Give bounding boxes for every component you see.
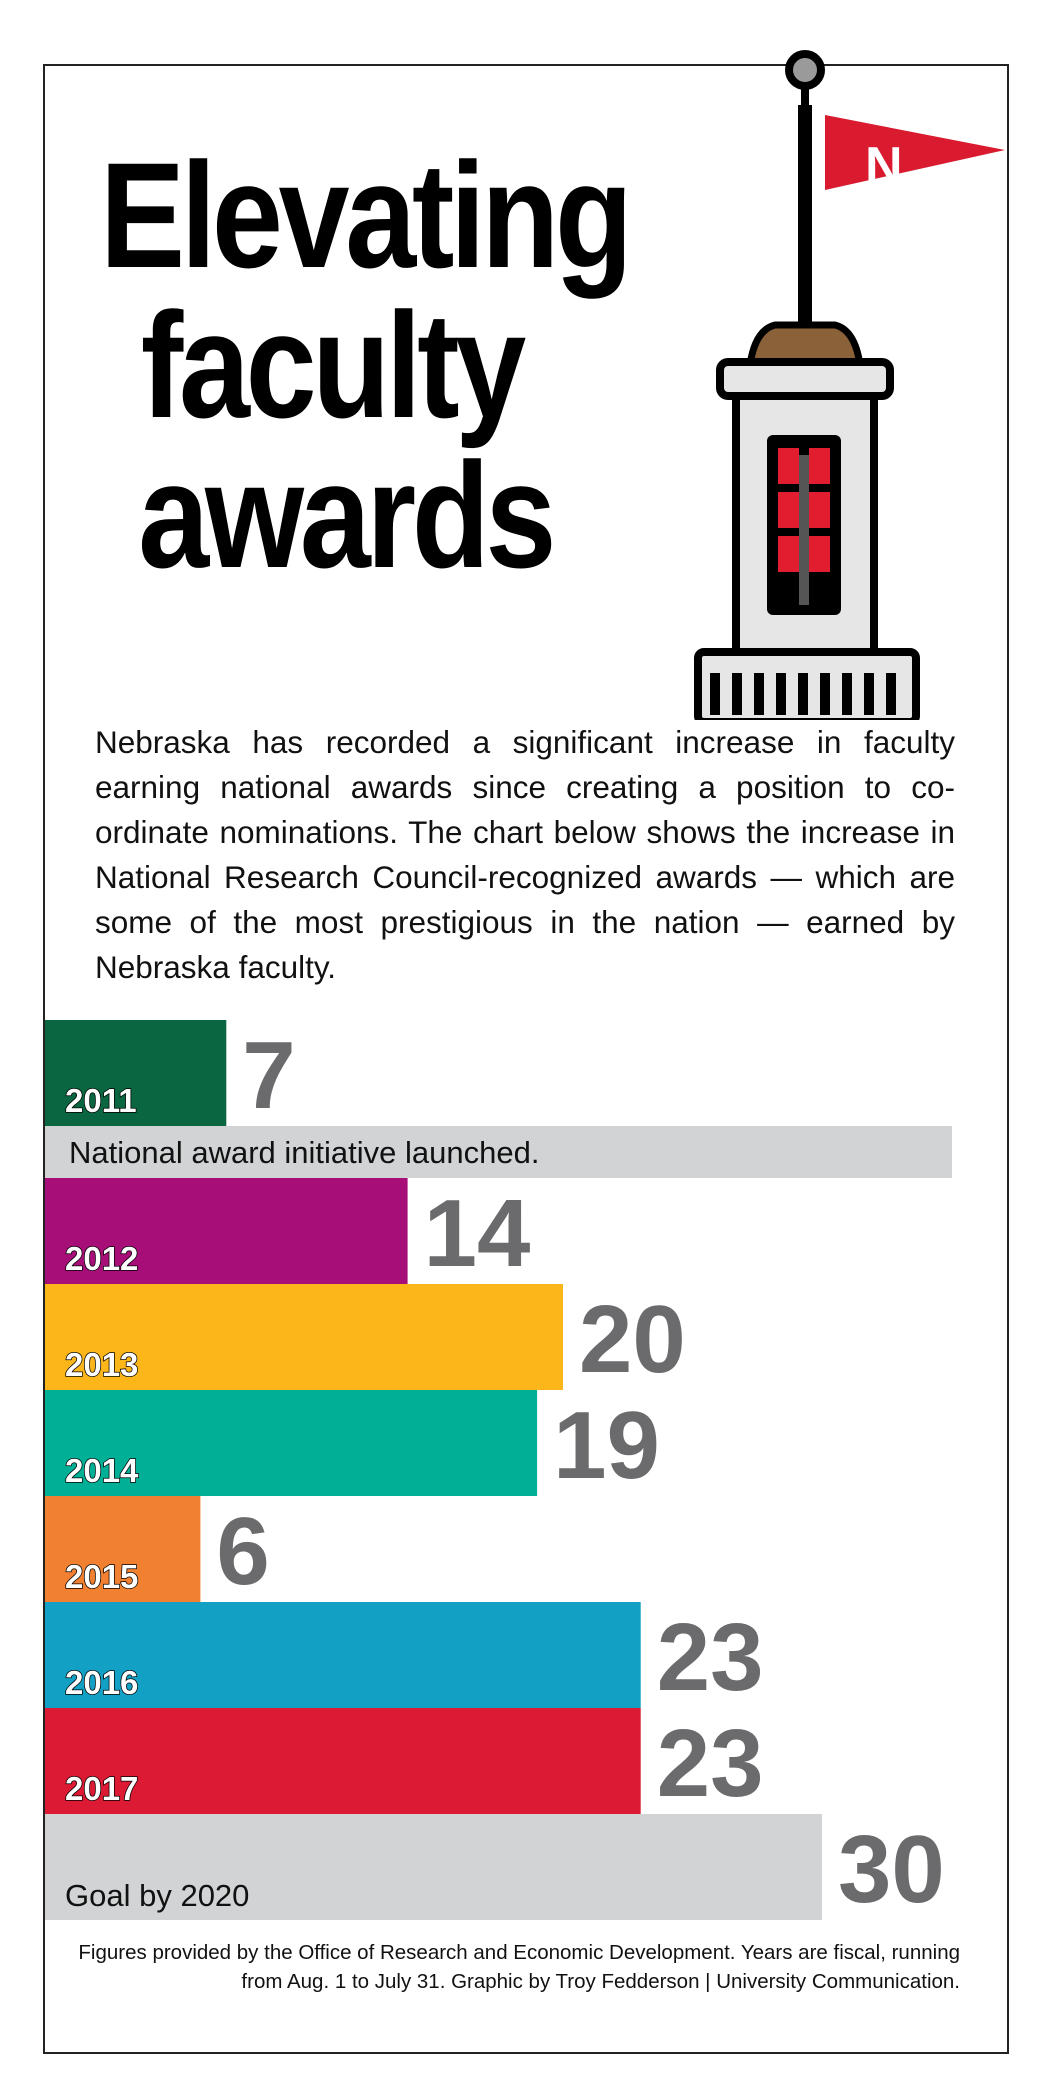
headline-line-2: faculty xyxy=(140,281,526,449)
bell-tower-icon: N xyxy=(694,50,1005,720)
bar-2017 xyxy=(45,1708,641,1814)
value-label-2014: 19 xyxy=(553,1392,660,1499)
bar-2011 xyxy=(45,1020,227,1126)
headline-line-3: awards xyxy=(138,431,556,599)
value-label-2015: 6 xyxy=(216,1498,269,1605)
annotation-text: National award initiative launched. xyxy=(69,1135,539,1170)
category-label-2011: 2011 xyxy=(65,1082,137,1119)
category-label-goal-by-2020: Goal by 2020 xyxy=(65,1878,249,1913)
annotation-band xyxy=(45,1126,952,1178)
flag-letter: N xyxy=(865,137,903,195)
value-label-2013: 20 xyxy=(579,1286,686,1393)
headline-line-1: Elevating xyxy=(100,131,633,299)
bar-2014 xyxy=(45,1390,538,1496)
category-label-2013: 2013 xyxy=(65,1346,138,1383)
category-label-2015: 2015 xyxy=(65,1558,138,1595)
bar-goal-by-2020 xyxy=(45,1814,822,1920)
value-label-goal-by-2020: 30 xyxy=(838,1816,945,1920)
value-label-2012: 14 xyxy=(424,1180,531,1287)
intro-paragraph: Nebraska has recorded a significant incr… xyxy=(95,724,955,985)
value-label-2011: 7 xyxy=(242,1022,295,1129)
footnote: Figures provided by the Office of Resear… xyxy=(78,1941,960,1993)
bar-2012 xyxy=(45,1178,408,1284)
category-label-2014: 2014 xyxy=(65,1452,139,1489)
flag-icon: N xyxy=(825,115,1005,195)
bar-2013 xyxy=(45,1284,563,1390)
bar-2015 xyxy=(45,1496,201,1602)
headline: Elevating faculty awards xyxy=(100,131,633,599)
value-label-2016: 23 xyxy=(657,1604,764,1711)
graphic-frame xyxy=(43,64,1009,2054)
category-label-2016: 2016 xyxy=(65,1664,138,1701)
awards-bar-chart: 2011 7 National award initiative launched.… xyxy=(45,1020,952,1920)
bar-2016 xyxy=(45,1602,641,1708)
value-label-2017: 23 xyxy=(657,1710,764,1817)
category-label-2012: 2012 xyxy=(65,1240,138,1277)
category-label-2017: 2017 xyxy=(65,1770,138,1807)
